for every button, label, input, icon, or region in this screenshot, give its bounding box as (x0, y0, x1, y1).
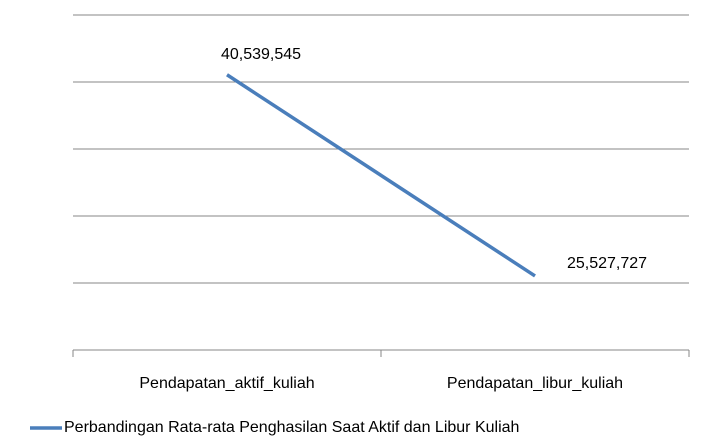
legend-label: Perbandingan Rata-rata Penghasilan Saat … (64, 419, 519, 436)
data-line (226, 73, 536, 278)
data-label: 25,527,727 (567, 255, 647, 272)
x-tick-label: Pendapatan_libur_kuliah (447, 375, 623, 392)
x-tick-label: Pendapatan_aktif_kuliah (139, 375, 314, 392)
data-label: 40,539,545 (221, 46, 301, 63)
